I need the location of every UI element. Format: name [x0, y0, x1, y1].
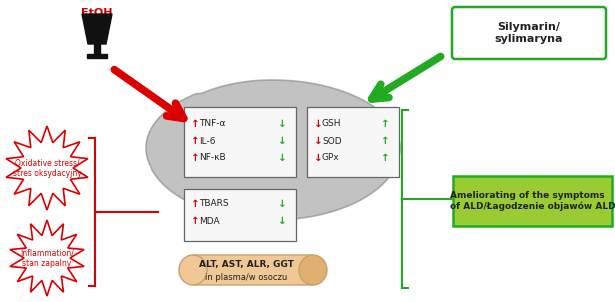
Text: ↓: ↓ — [314, 136, 323, 146]
Text: ↑: ↑ — [191, 119, 200, 129]
Text: ↑: ↑ — [191, 153, 200, 163]
Text: Inflammation/
stan zapalny: Inflammation/ stan zapalny — [20, 248, 74, 268]
Text: ↓: ↓ — [278, 199, 287, 209]
Text: ALT, AST, ALR, GGT: ALT, AST, ALR, GGT — [199, 261, 293, 269]
Text: ↓: ↓ — [278, 119, 287, 129]
FancyBboxPatch shape — [453, 176, 612, 226]
Text: ↓: ↓ — [314, 153, 323, 163]
Text: NF-κB: NF-κB — [199, 153, 226, 162]
Text: ↓: ↓ — [278, 216, 287, 226]
Text: SOD: SOD — [322, 137, 341, 146]
FancyBboxPatch shape — [184, 189, 296, 241]
Text: MDA: MDA — [199, 217, 220, 226]
Text: TNF-α: TNF-α — [199, 120, 226, 128]
Ellipse shape — [179, 255, 207, 285]
Polygon shape — [87, 54, 107, 58]
Text: GPx: GPx — [322, 153, 339, 162]
Polygon shape — [94, 44, 100, 54]
FancyBboxPatch shape — [184, 107, 296, 177]
Text: GSH: GSH — [322, 120, 341, 128]
Polygon shape — [82, 14, 112, 44]
Polygon shape — [6, 126, 88, 210]
Text: ↓: ↓ — [278, 136, 287, 146]
Text: ↑: ↑ — [191, 216, 200, 226]
Polygon shape — [10, 220, 84, 296]
FancyBboxPatch shape — [307, 107, 399, 177]
Text: Silymarin/
sylimaryna: Silymarin/ sylimaryna — [494, 22, 563, 44]
Text: ↑: ↑ — [191, 136, 200, 146]
Text: ↑: ↑ — [191, 199, 200, 209]
Text: in plasma/w osoczu: in plasma/w osoczu — [205, 272, 287, 281]
Text: ↓: ↓ — [314, 119, 323, 129]
Text: ↑: ↑ — [381, 119, 390, 129]
Ellipse shape — [299, 255, 327, 285]
Text: ↓: ↓ — [278, 153, 287, 163]
Text: IL-6: IL-6 — [199, 137, 215, 146]
Polygon shape — [146, 80, 400, 220]
FancyBboxPatch shape — [452, 7, 606, 59]
Text: ↑: ↑ — [381, 153, 390, 163]
FancyBboxPatch shape — [193, 255, 313, 285]
Text: ↑: ↑ — [381, 136, 390, 146]
Text: Ameliorating of the symptoms
of ALD/Łagodzenie objawów ALD: Ameliorating of the symptoms of ALD/Łago… — [450, 191, 615, 211]
Text: TBARS: TBARS — [199, 200, 229, 208]
Text: Oxidative stress/
stres oksydacyjny: Oxidative stress/ stres oksydacyjny — [13, 158, 81, 178]
Text: EtOH: EtOH — [81, 8, 113, 18]
